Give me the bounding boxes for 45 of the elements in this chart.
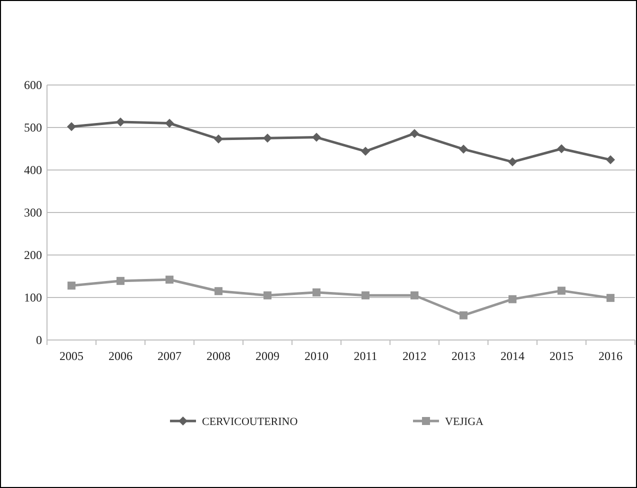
y-tick-label: 300 (24, 206, 42, 220)
point (312, 132, 321, 142)
point (116, 276, 124, 285)
x-tick-label: 2005 (60, 349, 84, 363)
point (166, 276, 174, 284)
point (361, 146, 370, 156)
x-tick-label: 2009 (256, 349, 280, 363)
point (508, 295, 516, 304)
x-tick-label: 2006 (108, 349, 132, 363)
x-tick-label: 2015 (550, 349, 574, 363)
point (312, 288, 320, 296)
point (263, 134, 272, 143)
point (606, 155, 615, 164)
point (459, 144, 468, 154)
point (606, 294, 614, 302)
point (558, 286, 566, 295)
x-tick-label: 2013 (452, 349, 476, 363)
x-tick-label: 2016 (598, 349, 622, 363)
point (557, 144, 566, 154)
y-tick-label: 600 (24, 78, 42, 92)
x-tick-label: 2011 (354, 349, 378, 363)
x-tick-label: 2012 (402, 349, 426, 363)
y-tick-label: 0 (36, 333, 42, 348)
point (165, 118, 174, 128)
point (68, 282, 76, 290)
legend-label: VEJIGA (445, 416, 484, 428)
point (116, 117, 125, 126)
x-tick-label: 2010 (304, 349, 328, 363)
y-tick-label: 500 (24, 120, 42, 135)
y-tick-label: 100 (24, 290, 42, 305)
y-tick-label: 200 (24, 248, 42, 262)
point (264, 291, 272, 300)
y-tick-label: 400 (24, 163, 42, 178)
point (410, 291, 418, 300)
legend-label: CERVICOUTERINO (202, 416, 298, 428)
point (410, 128, 419, 138)
point (460, 311, 468, 320)
x-tick-label: 2014 (500, 349, 524, 363)
point (362, 291, 370, 300)
point (214, 287, 222, 296)
x-tick-label: 2008 (206, 349, 230, 363)
point (508, 157, 517, 166)
x-tick-label: 2007 (158, 349, 182, 363)
point (67, 122, 76, 132)
point (214, 134, 223, 144)
